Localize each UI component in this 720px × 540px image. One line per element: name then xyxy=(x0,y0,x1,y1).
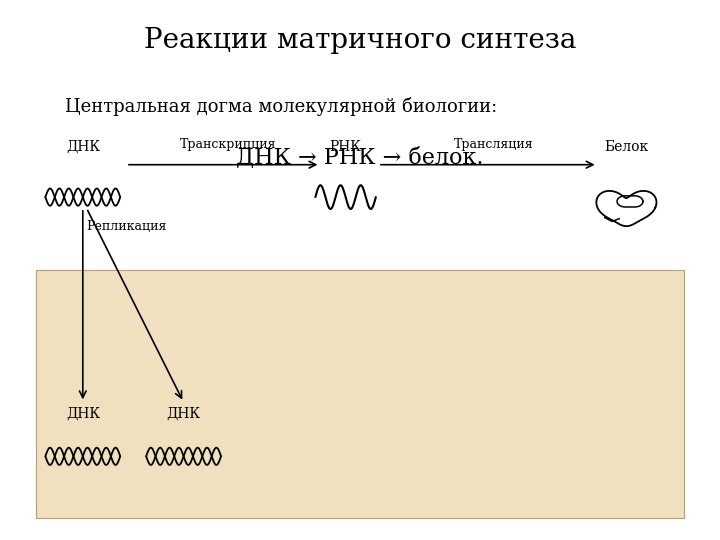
Text: Репликация: Репликация xyxy=(86,220,167,233)
Text: Центральная догма молекулярной биологии:: Центральная догма молекулярной биологии: xyxy=(65,97,497,116)
Text: Реакции матричного синтеза: Реакции матричного синтеза xyxy=(144,27,576,54)
Text: ДНК: ДНК xyxy=(66,140,100,154)
Text: ДНК → РНК → белок.: ДНК → РНК → белок. xyxy=(236,146,484,168)
Text: Транскрипция: Транскрипция xyxy=(180,138,277,151)
Text: РНК: РНК xyxy=(330,140,361,154)
Text: ДНК: ДНК xyxy=(166,407,201,421)
Text: Трансляция: Трансляция xyxy=(454,138,533,151)
Bar xyxy=(36,270,684,518)
Text: ДНК: ДНК xyxy=(66,407,100,421)
Text: Белок: Белок xyxy=(604,140,649,154)
